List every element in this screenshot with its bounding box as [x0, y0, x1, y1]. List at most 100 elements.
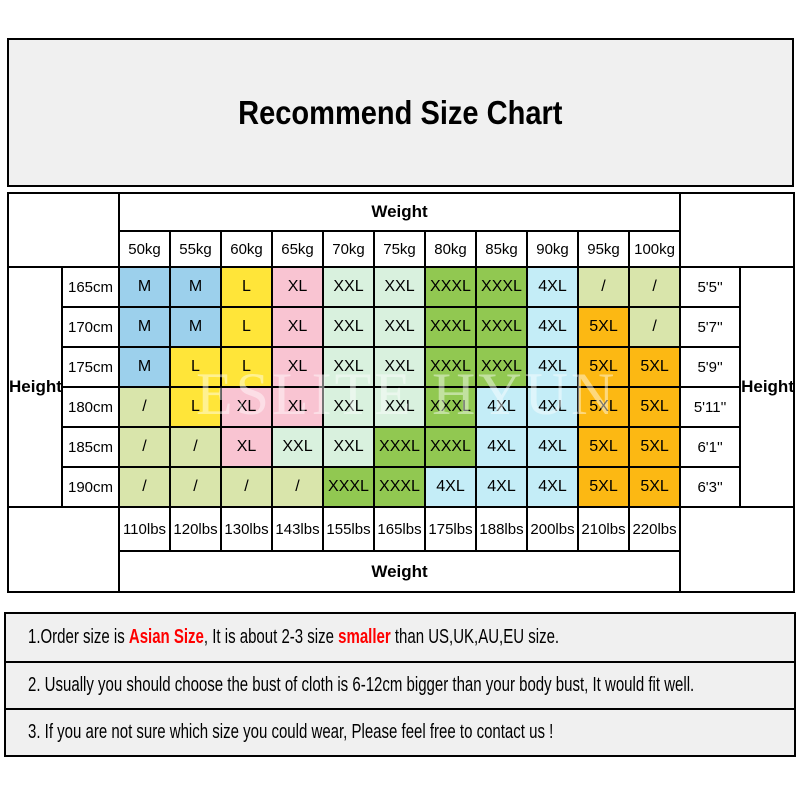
- size-cell: XL: [271, 346, 324, 388]
- note-1: 1.Order size is Asian Size, It is about …: [6, 614, 794, 661]
- size-cell: /: [118, 386, 171, 428]
- note-2-text: 2. Usually you should choose the bust of…: [28, 674, 695, 696]
- weight-header-top: Weight: [117, 192, 682, 232]
- size-cell: /: [118, 426, 171, 468]
- kg-header: 90kg: [526, 230, 579, 268]
- note-1-red-segment: Asian Size: [128, 626, 204, 648]
- lbs-header: 210lbs: [577, 506, 630, 552]
- size-cell: XXL: [322, 426, 375, 468]
- note-1-text: 1.Order size is Asian Size, It is about …: [28, 626, 559, 649]
- lbs-header: 175lbs: [424, 506, 477, 552]
- size-cell: XXXL: [424, 266, 477, 308]
- size-cell: 5XL: [577, 346, 630, 388]
- size-cell: 4XL: [526, 306, 579, 348]
- ft-label: 5'7'': [679, 306, 742, 348]
- kg-header: 95kg: [577, 230, 630, 268]
- size-cell: 5XL: [577, 306, 630, 348]
- size-cell: L: [220, 266, 273, 308]
- size-cell: XXXL: [475, 306, 528, 348]
- note-2: 2. Usually you should choose the bust of…: [6, 661, 794, 708]
- size-cell: XXL: [373, 266, 426, 308]
- ft-label: 5'11'': [679, 386, 742, 428]
- lbs-header: 110lbs: [118, 506, 171, 552]
- size-cell: 4XL: [475, 386, 528, 428]
- lbs-header: 165lbs: [373, 506, 426, 552]
- ft-label: 6'1'': [679, 426, 742, 468]
- corner-cell: [7, 506, 120, 593]
- corner-cell: [679, 506, 796, 593]
- weight-header-bottom: Weight: [117, 550, 682, 593]
- size-cell: XXL: [322, 306, 375, 348]
- size-cell: XXL: [373, 306, 426, 348]
- note-1-segment: 1.Order size is: [28, 626, 129, 648]
- size-cell: 5XL: [577, 386, 630, 428]
- size-cell: XXXL: [475, 346, 528, 388]
- size-cell: XL: [271, 306, 324, 348]
- size-cell: 5XL: [627, 426, 682, 468]
- size-cell: /: [627, 306, 682, 348]
- title-box: Recommend Size Chart: [7, 38, 794, 187]
- kg-header: 70kg: [322, 230, 375, 268]
- size-cell: 5XL: [577, 466, 630, 508]
- size-cell: XXL: [322, 386, 375, 428]
- size-cell: XXXL: [373, 426, 426, 468]
- size-cell: XL: [220, 426, 273, 468]
- size-cell: XL: [271, 386, 324, 428]
- kg-header: 65kg: [271, 230, 324, 268]
- size-cell: L: [169, 346, 222, 388]
- height-label-left: Height: [7, 266, 63, 508]
- kg-header: 50kg: [118, 230, 171, 268]
- lbs-header: 188lbs: [475, 506, 528, 552]
- note-1-segment: than US,UK,AU,EU size.: [390, 626, 560, 648]
- size-cell: XXL: [322, 266, 375, 308]
- size-cell: /: [271, 466, 324, 508]
- size-cell: /: [169, 466, 222, 508]
- size-cell: 5XL: [627, 466, 682, 508]
- lbs-header: 143lbs: [271, 506, 324, 552]
- size-cell: XL: [271, 266, 324, 308]
- size-cell: XXL: [322, 346, 375, 388]
- kg-header: 100kg: [627, 230, 682, 268]
- size-cell: XXL: [373, 386, 426, 428]
- size-cell: 4XL: [475, 426, 528, 468]
- size-cell: XXXL: [424, 306, 477, 348]
- size-cell: 5XL: [627, 386, 682, 428]
- size-cell: M: [118, 346, 171, 388]
- size-cell: 4XL: [526, 346, 579, 388]
- ft-label: 5'5'': [679, 266, 742, 308]
- size-cell: XXXL: [322, 466, 375, 508]
- size-cell: /: [169, 426, 222, 468]
- notes-box: 1.Order size is Asian Size, It is about …: [4, 612, 796, 757]
- size-cell: XXXL: [475, 266, 528, 308]
- height-label-right: Height: [739, 266, 796, 508]
- cm-label: 180cm: [61, 386, 120, 428]
- lbs-header: 220lbs: [627, 506, 682, 552]
- cm-label: 185cm: [61, 426, 120, 468]
- size-cell: 4XL: [526, 386, 579, 428]
- cm-label: 170cm: [61, 306, 120, 348]
- size-cell: /: [627, 266, 682, 308]
- size-cell: 4XL: [424, 466, 477, 508]
- kg-header: 85kg: [475, 230, 528, 268]
- size-cell: XXXL: [424, 346, 477, 388]
- kg-header: 60kg: [220, 230, 273, 268]
- size-cell: XL: [220, 386, 273, 428]
- kg-header: 55kg: [169, 230, 222, 268]
- cm-label: 165cm: [61, 266, 120, 308]
- size-cell: M: [169, 266, 222, 308]
- size-cell: M: [118, 306, 171, 348]
- note-3-text: 3. If you are not sure which size you co…: [28, 721, 554, 743]
- kg-header: 80kg: [424, 230, 477, 268]
- ft-label: 5'9'': [679, 346, 742, 388]
- size-cell: M: [169, 306, 222, 348]
- lbs-header: 200lbs: [526, 506, 579, 552]
- size-cell: 4XL: [526, 466, 579, 508]
- size-cell: XXXL: [424, 426, 477, 468]
- corner-cell: [7, 192, 120, 268]
- size-cell: 5XL: [627, 346, 682, 388]
- size-cell: XXL: [373, 346, 426, 388]
- size-cell: L: [220, 346, 273, 388]
- size-cell: XXXL: [373, 466, 426, 508]
- size-cell: L: [220, 306, 273, 348]
